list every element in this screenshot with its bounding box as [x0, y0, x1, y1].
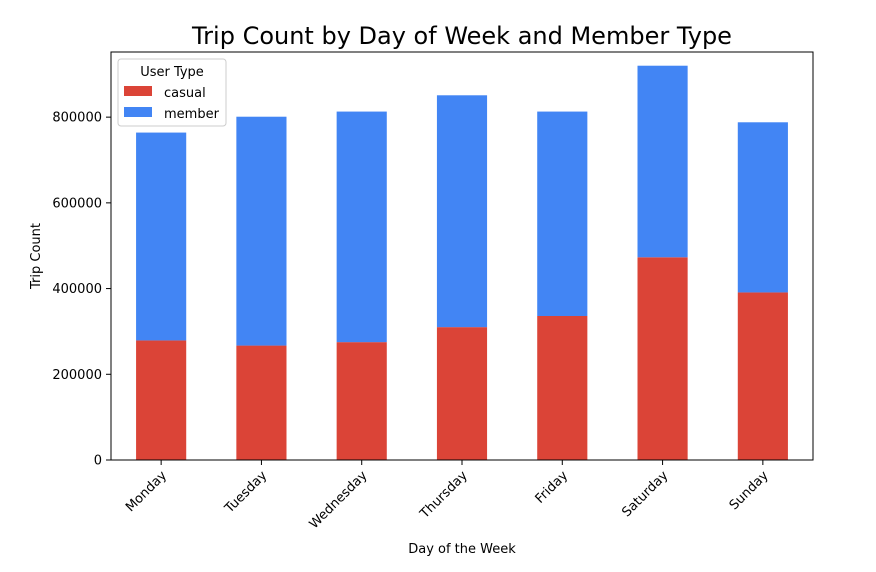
bar-member-thursday: [436, 95, 488, 328]
bar-member-tuesday: [236, 116, 287, 346]
y-tick-label: 400000: [52, 282, 102, 297]
x-tick-label-tuesday: Tuesday: [222, 468, 271, 517]
bar-casual-friday: [537, 316, 588, 460]
y-tick-label: 800000: [52, 111, 102, 126]
bar-casual-saturday: [637, 257, 688, 460]
y-tick-label: 200000: [52, 368, 102, 383]
bar-casual-thursday: [436, 327, 488, 460]
y-axis-label: Trip Count: [29, 223, 44, 290]
bars-group: [136, 65, 788, 460]
x-tick-label-friday: Friday: [533, 468, 572, 507]
x-tick-label-saturday: Saturday: [619, 468, 671, 520]
legend-label-casual: casual: [164, 86, 206, 101]
x-axis: Monday Tuesday Wednesday Thursday Friday Satu…: [123, 460, 772, 532]
x-tick-label-thursday: Thursday: [417, 468, 471, 522]
legend-swatch-casual: [124, 86, 152, 96]
bar-casual-monday: [136, 340, 187, 460]
legend-label-member: member: [164, 107, 220, 122]
bar-member-friday: [537, 111, 588, 316]
legend-swatch-member: [124, 107, 152, 117]
y-tick-label: 0: [94, 454, 102, 469]
y-axis: 0 200000 400000 600000 800000: [52, 111, 111, 469]
x-tick-label-sunday: Sunday: [727, 468, 772, 513]
y-tick-label: 600000: [52, 196, 102, 211]
bar-member-monday: [136, 132, 187, 341]
x-axis-label: Day of the Week: [408, 542, 516, 557]
bar-casual-tuesday: [236, 345, 287, 460]
legend-title: User Type: [140, 65, 204, 80]
chart-title: Trip Count by Day of Week and Member Typ…: [191, 22, 732, 50]
legend: User Type casual member: [117, 58, 227, 127]
bar-member-sunday: [737, 122, 788, 293]
bar-casual-sunday: [737, 292, 788, 460]
x-tick-label-monday: Monday: [123, 468, 170, 515]
bar-member-wednesday: [336, 111, 387, 343]
bar-casual-wednesday: [336, 342, 387, 460]
bar-member-saturday: [637, 65, 688, 258]
x-tick-label-wednesday: Wednesday: [307, 468, 371, 532]
